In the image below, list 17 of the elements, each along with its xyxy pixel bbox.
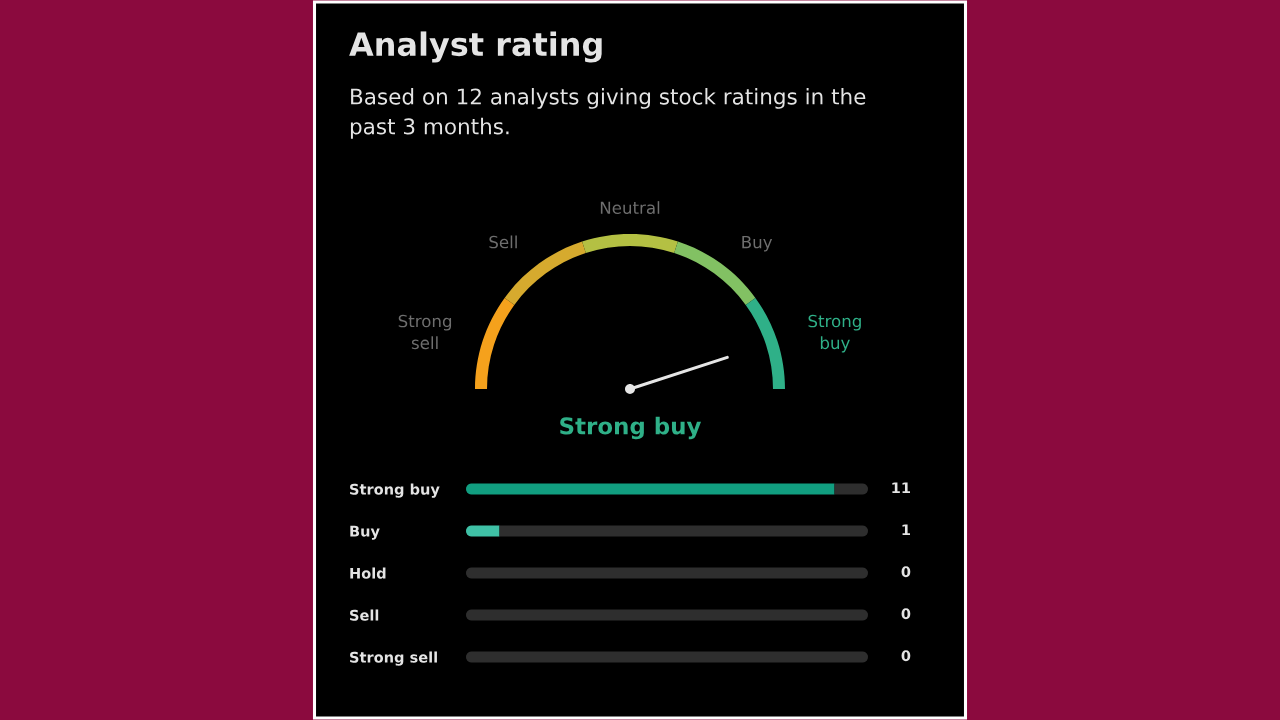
y-tick-label: Strong buy (350, 483, 440, 498)
data-label: 0 (901, 608, 911, 620)
y-tick-label: Buy (350, 525, 380, 540)
y-tick-label: Hold (350, 567, 386, 579)
y-tick-label: Sell (350, 609, 379, 621)
category-label: Strong buy (560, 416, 702, 440)
chart-subtitle: Based on 12 analysts giving stock ratings in the past 3 months. (350, 88, 866, 139)
slice-label: Sell (489, 235, 517, 249)
data-label: 0 (901, 650, 911, 662)
chart-title: Analyst rating (349, 31, 602, 63)
slice-label: Buy (742, 235, 773, 252)
data-label: 11 (892, 482, 910, 494)
data-label: 1 (902, 524, 910, 536)
slice-label: Strong buy (808, 314, 861, 353)
data-label: 0 (901, 566, 911, 578)
y-tick-label: Strong sell (350, 651, 437, 666)
slice-label: Neutral (600, 201, 660, 215)
